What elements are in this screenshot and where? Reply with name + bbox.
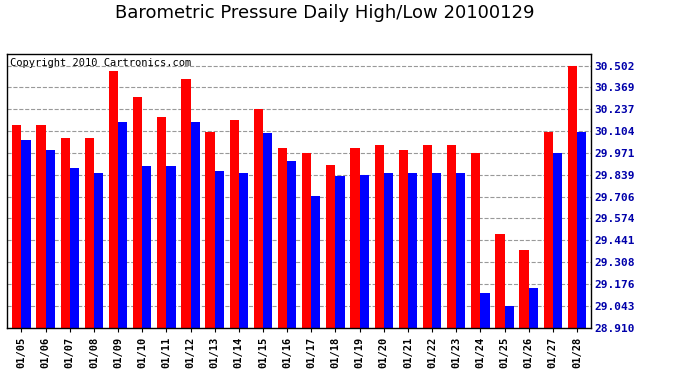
Bar (359, 175, 368, 375)
Bar (302, 153, 311, 375)
Bar (206, 132, 215, 375)
Bar (278, 148, 287, 375)
Bar (335, 176, 344, 375)
Bar (480, 293, 489, 375)
Bar (254, 109, 263, 375)
Bar (544, 132, 553, 375)
Bar (239, 173, 248, 375)
Bar (520, 251, 529, 375)
Bar (118, 122, 127, 375)
Bar (529, 288, 538, 375)
Bar (157, 117, 166, 375)
Bar (37, 125, 46, 375)
Bar (61, 138, 70, 375)
Bar (577, 132, 586, 375)
Bar (70, 168, 79, 375)
Bar (109, 71, 118, 375)
Bar (287, 162, 296, 375)
Bar (326, 165, 335, 375)
Bar (495, 234, 504, 375)
Bar (311, 196, 320, 375)
Bar (230, 120, 239, 375)
Bar (399, 150, 408, 375)
Bar (190, 122, 199, 375)
Bar (263, 134, 272, 375)
Text: Copyright 2010 Cartronics.com: Copyright 2010 Cartronics.com (10, 58, 191, 69)
Bar (384, 173, 393, 375)
Bar (85, 138, 94, 375)
Bar (94, 173, 103, 375)
Bar (504, 306, 513, 375)
Bar (553, 153, 562, 375)
Bar (166, 166, 175, 375)
Bar (21, 140, 30, 375)
Bar (568, 66, 577, 375)
Bar (423, 145, 432, 375)
Bar (375, 145, 384, 375)
Bar (408, 173, 417, 375)
Bar (351, 148, 359, 375)
Bar (142, 166, 151, 375)
Bar (215, 171, 224, 375)
Bar (181, 79, 190, 375)
Bar (46, 150, 55, 375)
Bar (12, 125, 21, 375)
Bar (432, 173, 441, 375)
Bar (471, 153, 480, 375)
Bar (447, 145, 456, 375)
Text: Barometric Pressure Daily High/Low 20100129: Barometric Pressure Daily High/Low 20100… (115, 4, 534, 22)
Bar (133, 97, 142, 375)
Bar (456, 173, 465, 375)
